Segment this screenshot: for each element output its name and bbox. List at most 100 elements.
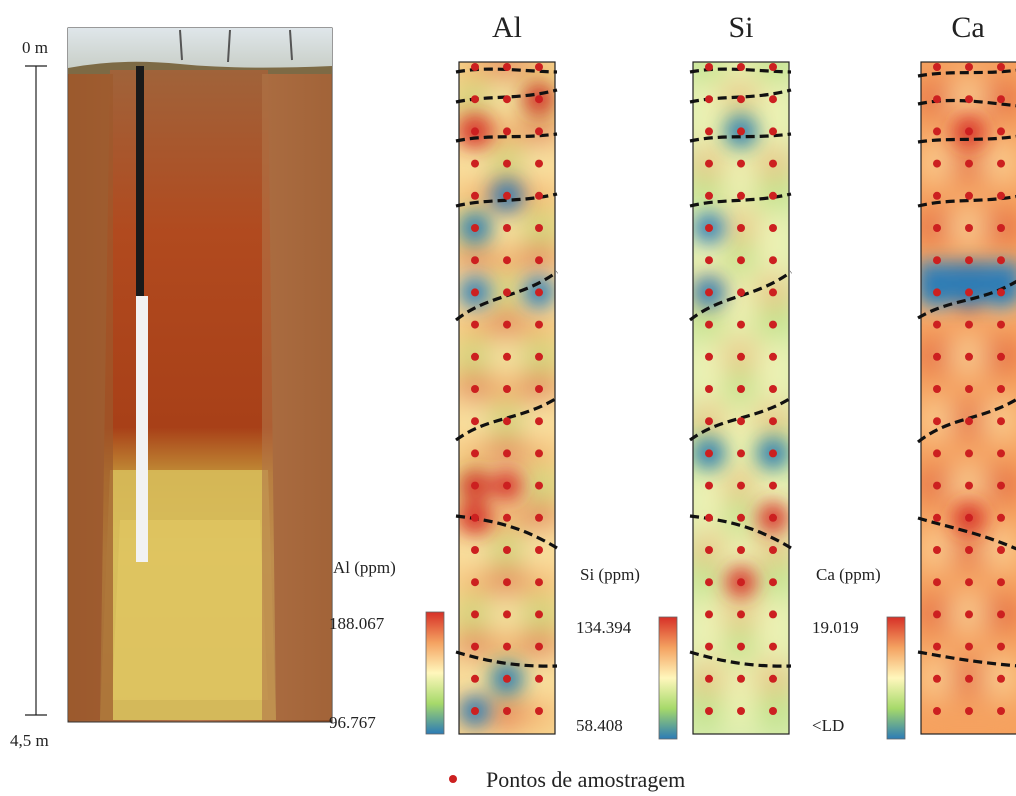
sample-point: [737, 63, 745, 71]
sample-point: [471, 320, 479, 329]
sample-point: [503, 513, 511, 522]
sample-point: [471, 449, 479, 458]
sample-point: [471, 352, 479, 361]
colorbar-min-label: 96.767: [329, 713, 376, 732]
sample-point: [471, 417, 479, 426]
soil-profile-photo: [67, 27, 333, 723]
sample-point: [471, 159, 479, 168]
sample-point: [965, 256, 973, 265]
sample-point: [535, 610, 543, 619]
sample-point: [471, 385, 479, 393]
sample-point: [503, 610, 511, 619]
sample-point: [933, 642, 941, 651]
sample-point: [737, 513, 745, 522]
sample-point: [769, 127, 777, 136]
sample-point: [769, 352, 777, 361]
sample-point: [997, 224, 1005, 232]
sample-point: [965, 449, 973, 458]
colorbar: Al (ppm) 188.067 96.767: [329, 558, 445, 735]
sample-point: [705, 417, 713, 426]
horizon-boundary: [917, 134, 1016, 144]
sample-point: [769, 95, 777, 104]
sample-point: [965, 320, 973, 329]
sample-point: [535, 449, 543, 458]
sample-point: [997, 159, 1005, 168]
sample-point: [503, 63, 511, 71]
sample-point: [997, 191, 1005, 200]
sample-point: [769, 513, 777, 522]
sample-point: [705, 385, 713, 393]
sample-point: [535, 159, 543, 168]
sample-point: [933, 288, 941, 297]
sample-point: [737, 159, 745, 168]
horizon-boundary: [917, 194, 1016, 208]
sample-point: [997, 95, 1005, 104]
sample-point: [933, 63, 941, 71]
sample-point: [705, 449, 713, 458]
sample-point: [471, 224, 479, 232]
sample-point: [705, 674, 713, 683]
sample-point: [737, 385, 745, 393]
sample-point: [503, 707, 511, 715]
sample-point: [737, 642, 745, 651]
colorbar-max-label: 134.394: [576, 618, 632, 637]
sample-point: [705, 63, 713, 71]
sample-point: [471, 546, 479, 554]
sample-point: [933, 546, 941, 554]
sample-point: [997, 642, 1005, 651]
sample-point: [737, 256, 745, 265]
colorbar: Ca (ppm) 19.019 <LD: [812, 565, 906, 740]
horizon-boundary: [455, 270, 558, 322]
sample-point: [471, 707, 479, 715]
colorbar-label: Ca (ppm): [816, 565, 881, 584]
sample-point: [503, 288, 511, 297]
sample-point: [997, 546, 1005, 554]
sample-point: [535, 95, 543, 104]
sample-point: [737, 191, 745, 200]
sample-point: [965, 513, 973, 522]
depth-scale: 0 m 4,5 m: [10, 38, 49, 750]
sample-point: [535, 578, 543, 587]
sample-point: [997, 352, 1005, 361]
sample-point: [535, 481, 543, 490]
sample-point: [503, 546, 511, 554]
sample-point: [535, 707, 543, 715]
sample-point: [471, 191, 479, 200]
heatmap-ca: Ca Ca (ppm) 19.019 <LD: [812, 11, 1016, 740]
sample-point: [737, 707, 745, 715]
colorbar-min-label: 58.408: [576, 716, 623, 735]
sample-point: [705, 546, 713, 554]
sample-point: [769, 417, 777, 426]
sample-point: [705, 159, 713, 168]
sample-point: [503, 642, 511, 651]
sample-point: [933, 352, 941, 361]
sample-point: [737, 95, 745, 104]
horizon-boundary: [917, 650, 1016, 668]
sample-point: [705, 191, 713, 200]
sample-point: [535, 320, 543, 329]
sample-point: [997, 256, 1005, 265]
depth-top-label: 0 m: [22, 38, 48, 57]
horizon-boundary: [917, 516, 1016, 551]
sample-point: [965, 385, 973, 393]
colorbar-max-label: 19.019: [812, 618, 859, 637]
sample-point: [737, 481, 745, 490]
horizon-boundary: [689, 514, 792, 550]
sample-point: [933, 256, 941, 265]
sample-point: [503, 385, 511, 393]
sample-point: [997, 417, 1005, 426]
sample-point: [769, 385, 777, 393]
sample-point: [705, 707, 713, 715]
sample-point: [997, 385, 1005, 393]
sample-point: [705, 95, 713, 104]
sample-points-legend-label: Pontos de amostragem: [486, 767, 685, 792]
sample-point: [471, 256, 479, 265]
sample-point: [535, 546, 543, 554]
sample-point: [965, 642, 973, 651]
sample-point: [997, 674, 1005, 683]
sample-point: [705, 288, 713, 297]
sample-point: [471, 642, 479, 651]
sample-point: [997, 481, 1005, 490]
horizon-boundary: [455, 192, 558, 208]
sample-point: [933, 578, 941, 587]
